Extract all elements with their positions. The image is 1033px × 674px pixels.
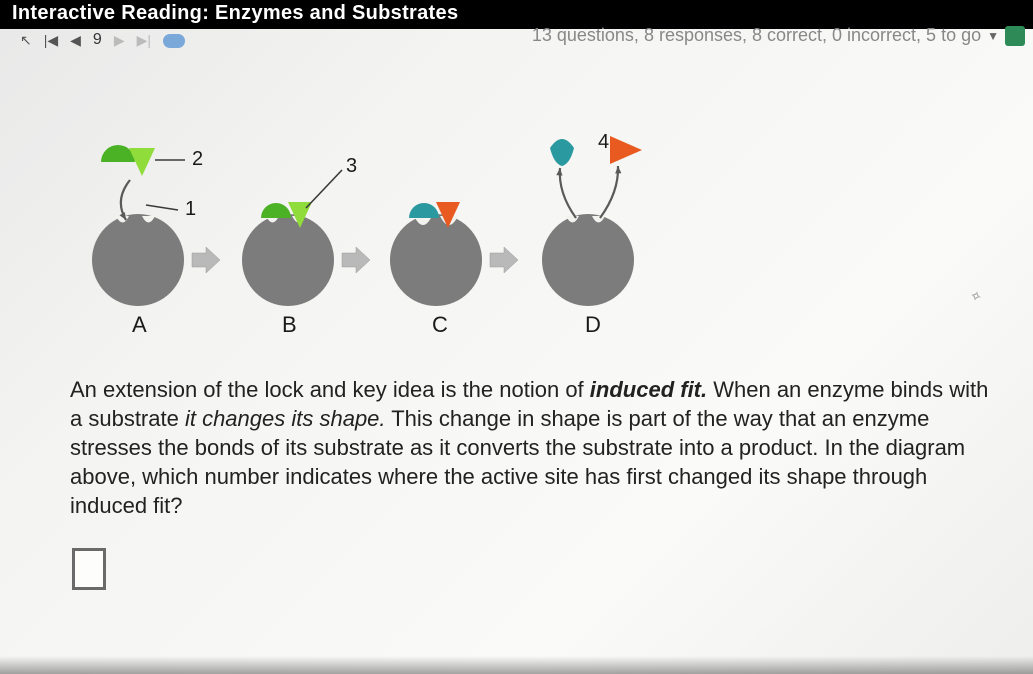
bottom-shadow	[0, 656, 1033, 674]
svg-text:C: C	[432, 312, 448, 337]
svg-text:D: D	[585, 312, 601, 337]
question-text: An extension of the lock and key idea is…	[70, 375, 993, 520]
answer-input[interactable]	[72, 548, 106, 590]
ext-icon[interactable]	[1005, 26, 1025, 46]
status-bar: 13 questions, 8 responses, 8 correct, 0 …	[532, 25, 1025, 46]
question-number: 9	[93, 31, 102, 49]
toolbar-row: ↖ |◀ ◀ 9 ▶ ▶| 13 questions, 8 responses,…	[0, 29, 1033, 55]
tool-badge-icon[interactable]	[163, 34, 185, 48]
nav-controls: ↖ |◀ ◀ 9 ▶ ▶|	[20, 29, 185, 49]
q-term: induced fit.	[590, 377, 707, 402]
svg-text:1: 1	[185, 198, 196, 220]
svg-text:B: B	[282, 312, 297, 337]
induced-fit-diagram: 1 2 3 4 A B C D	[60, 110, 700, 340]
dropdown-icon[interactable]: ▼	[987, 29, 999, 43]
prev-icon[interactable]: ◀	[70, 32, 81, 49]
status-text: 13 questions, 8 responses, 8 correct, 0 …	[532, 25, 981, 46]
svg-text:A: A	[132, 312, 147, 337]
svg-text:2: 2	[192, 148, 203, 170]
first-icon[interactable]: |◀	[44, 32, 58, 49]
pointer-icon[interactable]: ↖	[20, 32, 32, 49]
q-part-a: An extension of the lock and key idea is…	[70, 377, 590, 402]
q-em: it changes its shape.	[185, 406, 386, 431]
cursor-decor-icon: ✧	[968, 287, 984, 306]
next-icon[interactable]: ▶	[114, 32, 125, 49]
activity-title: Interactive Reading: Enzymes and Substra…	[12, 2, 458, 24]
svg-text:4: 4	[598, 131, 609, 153]
svg-text:3: 3	[346, 155, 357, 177]
last-icon[interactable]: ▶|	[137, 32, 151, 49]
